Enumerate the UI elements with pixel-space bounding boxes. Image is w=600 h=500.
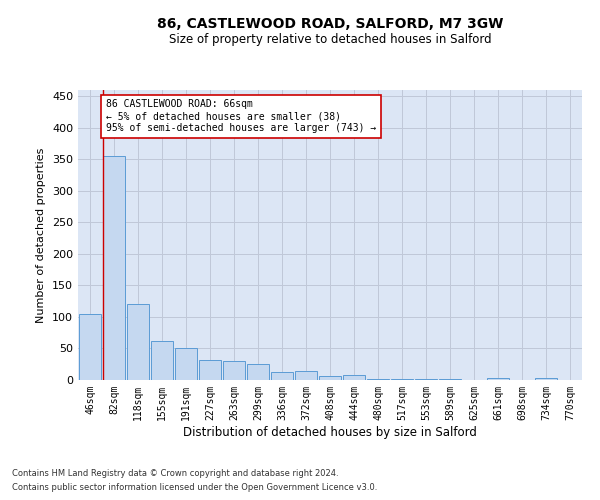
Bar bbox=[295, 371, 317, 380]
Bar bbox=[103, 156, 125, 380]
Bar bbox=[415, 378, 437, 380]
Bar bbox=[175, 348, 197, 380]
Bar bbox=[271, 372, 293, 380]
Bar bbox=[79, 314, 101, 380]
X-axis label: Distribution of detached houses by size in Salford: Distribution of detached houses by size … bbox=[183, 426, 477, 438]
Y-axis label: Number of detached properties: Number of detached properties bbox=[37, 148, 46, 322]
Bar bbox=[439, 378, 461, 380]
Bar bbox=[199, 360, 221, 380]
Bar bbox=[223, 361, 245, 380]
Text: 86, CASTLEWOOD ROAD, SALFORD, M7 3GW: 86, CASTLEWOOD ROAD, SALFORD, M7 3GW bbox=[157, 18, 503, 32]
Bar bbox=[247, 364, 269, 380]
Bar bbox=[535, 378, 557, 380]
Text: Contains HM Land Registry data © Crown copyright and database right 2024.: Contains HM Land Registry data © Crown c… bbox=[12, 468, 338, 477]
Bar bbox=[367, 378, 389, 380]
Text: Size of property relative to detached houses in Salford: Size of property relative to detached ho… bbox=[169, 32, 491, 46]
Text: 86 CASTLEWOOD ROAD: 66sqm
← 5% of detached houses are smaller (38)
95% of semi-d: 86 CASTLEWOOD ROAD: 66sqm ← 5% of detach… bbox=[106, 100, 376, 132]
Bar bbox=[487, 378, 509, 380]
Text: Contains public sector information licensed under the Open Government Licence v3: Contains public sector information licen… bbox=[12, 484, 377, 492]
Bar bbox=[127, 304, 149, 380]
Bar bbox=[151, 341, 173, 380]
Bar bbox=[319, 376, 341, 380]
Bar bbox=[391, 378, 413, 380]
Bar bbox=[343, 375, 365, 380]
